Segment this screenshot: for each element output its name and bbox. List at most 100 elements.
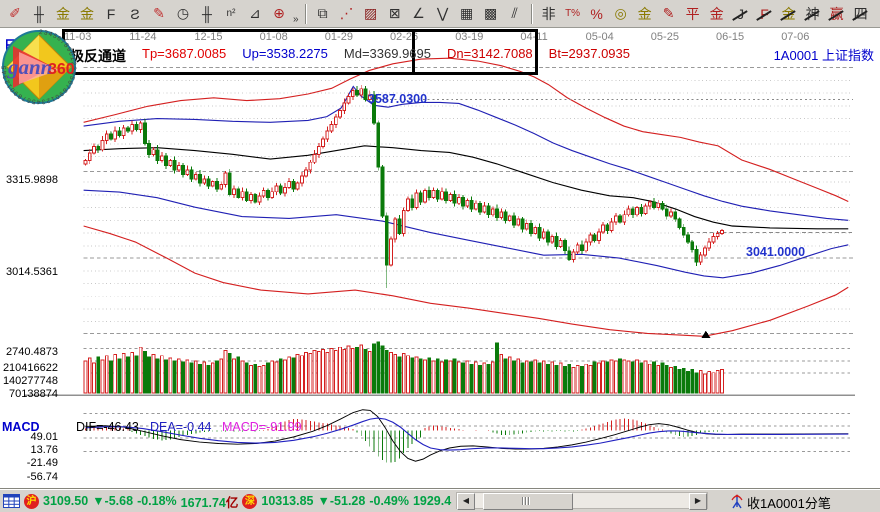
- date-tick-label: 07-06: [781, 31, 810, 43]
- pencil-bars-tool[interactable]: ✎: [662, 5, 675, 21]
- candle-body: [524, 222, 529, 230]
- volume-bar: [401, 353, 406, 394]
- indicator-value: Dn=3142.7088: [447, 46, 533, 61]
- j-angle-tool[interactable]: J: [730, 3, 752, 25]
- candle-body: [287, 181, 292, 188]
- candle-body: [240, 191, 245, 198]
- status-bar: 沪 3109.50 ▼-5.68 -0.18% 1671.74亿 深 10313…: [0, 489, 880, 512]
- volume-bar: [694, 372, 699, 394]
- candle-body: [151, 149, 156, 155]
- ying-angle-tool[interactable]: 赢: [826, 3, 848, 25]
- grid-box-tool[interactable]: ▦: [459, 5, 474, 21]
- volume-bar: [711, 372, 716, 394]
- candle-body: [304, 169, 309, 177]
- volume-bar: [618, 358, 622, 394]
- candle-body: [495, 208, 499, 219]
- target-tool[interactable]: ⊕: [273, 5, 285, 21]
- fan-lines-tool[interactable]: ⋰: [339, 5, 354, 21]
- candle-body: [100, 139, 105, 151]
- volume-bar: [164, 359, 168, 394]
- scroll-left-button[interactable]: ◀: [457, 493, 475, 510]
- angle-flag-tool[interactable]: ⊿: [249, 5, 261, 21]
- volume-bar: [652, 361, 656, 394]
- shen-angle-tool[interactable]: 神: [802, 3, 824, 25]
- volume-bar: [503, 358, 508, 394]
- candle-body: [558, 240, 563, 247]
- crossed-box-tool[interactable]: ⊠: [388, 5, 401, 21]
- peak-price-annotation: 3587.0300: [368, 92, 428, 106]
- candle-body: [613, 215, 618, 223]
- rect-select-tool[interactable]: ⧉: [317, 5, 328, 21]
- parallel-lines-tool[interactable]: ⫽: [511, 5, 518, 21]
- candle-body: [681, 227, 686, 236]
- candle-body: [401, 209, 406, 234]
- volume-bar: [304, 352, 309, 394]
- ruler-tool[interactable]: ╫: [202, 5, 212, 22]
- candle-body: [316, 146, 321, 155]
- cycle-tool[interactable]: ◷: [176, 5, 190, 21]
- volume-bar: [83, 360, 88, 394]
- dif-line: [85, 409, 849, 462]
- candle-body: [533, 227, 538, 234]
- grid-arrow-tool[interactable]: ▩: [483, 5, 498, 21]
- volume-bar: [541, 360, 546, 394]
- volume-bar: [202, 361, 207, 394]
- date-tick-label: 05-04: [585, 31, 614, 43]
- candle-body: [389, 238, 393, 266]
- brush-tool[interactable]: ✐: [9, 5, 21, 21]
- fib-tool[interactable]: F: [106, 5, 116, 22]
- bars-tool[interactable]: 非: [541, 5, 556, 22]
- gold-channel-tool[interactable]: 金: [80, 5, 94, 22]
- volume-bar: [690, 369, 695, 394]
- volume-bar: [673, 365, 678, 394]
- shanghai-badge[interactable]: 沪: [24, 493, 39, 509]
- candle-body: [312, 153, 317, 163]
- volume-bar: [601, 360, 605, 394]
- candle-body: [172, 160, 177, 171]
- date-tick-label: 12-15: [194, 31, 223, 43]
- si-angle-tool[interactable]: 四: [850, 3, 872, 25]
- feed-status-label[interactable]: 收1A0001分笔: [747, 496, 831, 511]
- macd-indicator-label[interactable]: MACD: [2, 420, 40, 434]
- gold-lines-tool[interactable]: 金: [637, 5, 652, 22]
- volume-bar: [189, 362, 194, 394]
- square-number-tool[interactable]: n²: [226, 8, 236, 19]
- scrollbar-thumb[interactable]: [483, 493, 573, 510]
- vee-tool[interactable]: ⋁: [436, 5, 449, 21]
- volume-bar: [469, 363, 474, 394]
- circle-gold-tool[interactable]: ◎: [614, 5, 627, 21]
- gold-band-tool[interactable]: 金: [56, 5, 70, 22]
- ping-wave-tool[interactable]: 平: [685, 5, 700, 22]
- volume-bar: [389, 352, 393, 394]
- shenzhen-badge[interactable]: 深: [242, 493, 258, 509]
- candle-body: [482, 205, 487, 213]
- candle-body: [223, 172, 228, 186]
- volume-bar: [707, 371, 712, 394]
- horizontal-scrollbar[interactable]: ◀ ▶: [456, 492, 708, 510]
- gold-angle-tool[interactable]: 金: [778, 3, 800, 25]
- chart-area[interactable]: 日K线 1A0001 上证指数 11-0311-2412-1501-0801-2…: [0, 28, 880, 490]
- volume-bar: [626, 360, 631, 394]
- volume-bar: [677, 369, 682, 394]
- pencil-ruler-tool[interactable]: ✎: [153, 5, 165, 21]
- shaded-box-tool[interactable]: ▨: [363, 5, 378, 21]
- volume-bar: [448, 360, 453, 394]
- scroll-right-button[interactable]: ▶: [689, 493, 707, 510]
- market-grid-icon[interactable]: [3, 494, 20, 508]
- candle-body: [656, 202, 661, 209]
- volume-bar: [227, 353, 232, 394]
- angle-tool[interactable]: ∠: [412, 5, 425, 21]
- toolbar-overflow-icon[interactable]: »: [293, 14, 299, 25]
- candle-body: [715, 232, 720, 237]
- volume-bar: [427, 357, 432, 394]
- f-angle-tool[interactable]: F: [754, 3, 776, 25]
- percent-tool[interactable]: %: [590, 5, 603, 22]
- volume-bar: [592, 361, 597, 394]
- volume-bar: [151, 354, 156, 394]
- gold-red-tool[interactable]: 金: [709, 5, 724, 22]
- spiral-tool[interactable]: Ƨ: [130, 5, 140, 22]
- t-percent-tool[interactable]: T%: [565, 8, 581, 19]
- sz-index-price: 10313.85: [261, 494, 314, 508]
- gann-ruler-tool[interactable]: ╫: [34, 5, 44, 22]
- candle-body: [359, 88, 364, 96]
